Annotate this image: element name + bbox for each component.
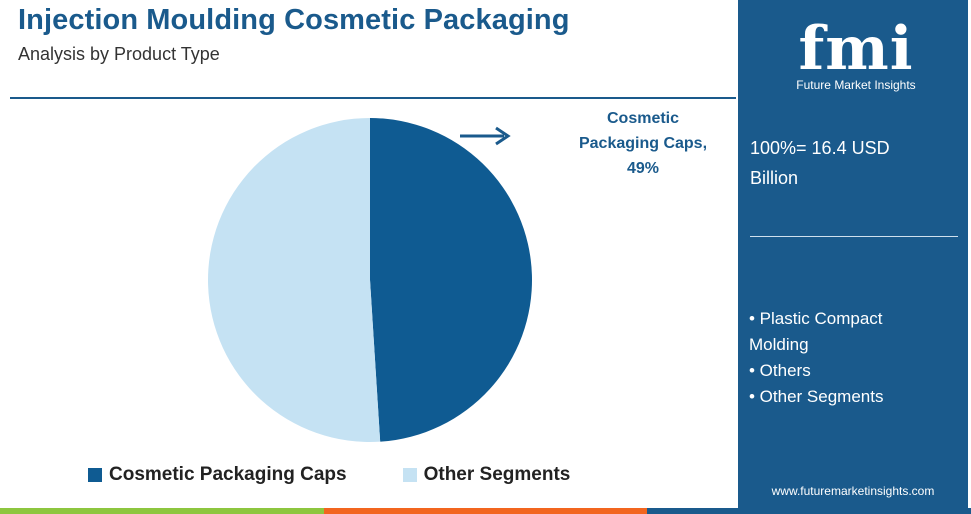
chart-subtitle: Analysis by Product Type: [18, 44, 220, 64]
legend-swatch-caps: [88, 468, 102, 482]
segment-item: • Other Segments: [749, 387, 884, 406]
pie-slice-caps: [370, 118, 532, 442]
bar-segment-blue: [647, 508, 971, 514]
logo-subtitle: Future Market Insights: [796, 78, 916, 92]
segment-item: • Others: [749, 361, 811, 380]
info-panel: fmi Future Market Insights 100%= 16.4 US…: [738, 0, 968, 508]
market-total-line-1: 100%= 16.4 USD: [750, 138, 890, 158]
callout-line-3: 49%: [626, 160, 660, 177]
logo-text: fmi: [798, 14, 914, 84]
fmi-logo: fmi Future Market Insights: [766, 10, 946, 94]
chart-legend: Cosmetic Packaging Caps Other Segments: [88, 464, 626, 486]
segment-item: Molding: [749, 335, 809, 354]
segment-list: • Plastic Compact Molding • Others • Oth…: [749, 306, 964, 410]
pie-callout: Cosmetic Packaging Caps, 49%: [558, 106, 728, 181]
callout-line-2: Packaging Caps,: [578, 135, 708, 152]
panel-divider: [750, 236, 958, 237]
website-link[interactable]: www.futuremarketinsights.com: [771, 484, 935, 498]
bar-segment-orange: [323, 508, 648, 514]
market-total: 100%= 16.4 USD Billion: [750, 133, 960, 193]
callout-line-1: Cosmetic: [606, 110, 680, 127]
segment-item: • Plastic Compact: [749, 309, 883, 328]
market-total-line-2: Billion: [750, 168, 799, 188]
header-divider: [10, 97, 736, 99]
legend-label-other: Other Segments: [423, 464, 571, 485]
bar-segment-green: [0, 508, 324, 514]
bottom-color-bar: [0, 508, 971, 514]
legend-item-other: Other Segments: [402, 464, 571, 486]
legend-item-caps: Cosmetic Packaging Caps: [88, 464, 347, 486]
legend-swatch-other: [402, 468, 417, 482]
pie-slice-other: [207, 118, 381, 442]
pie-chart: [207, 118, 532, 442]
legend-label-caps: Cosmetic Packaging Caps: [109, 464, 347, 485]
chart-title: Injection Moulding Cosmetic Packaging: [18, 4, 570, 36]
arrow-right-icon: [460, 126, 511, 146]
